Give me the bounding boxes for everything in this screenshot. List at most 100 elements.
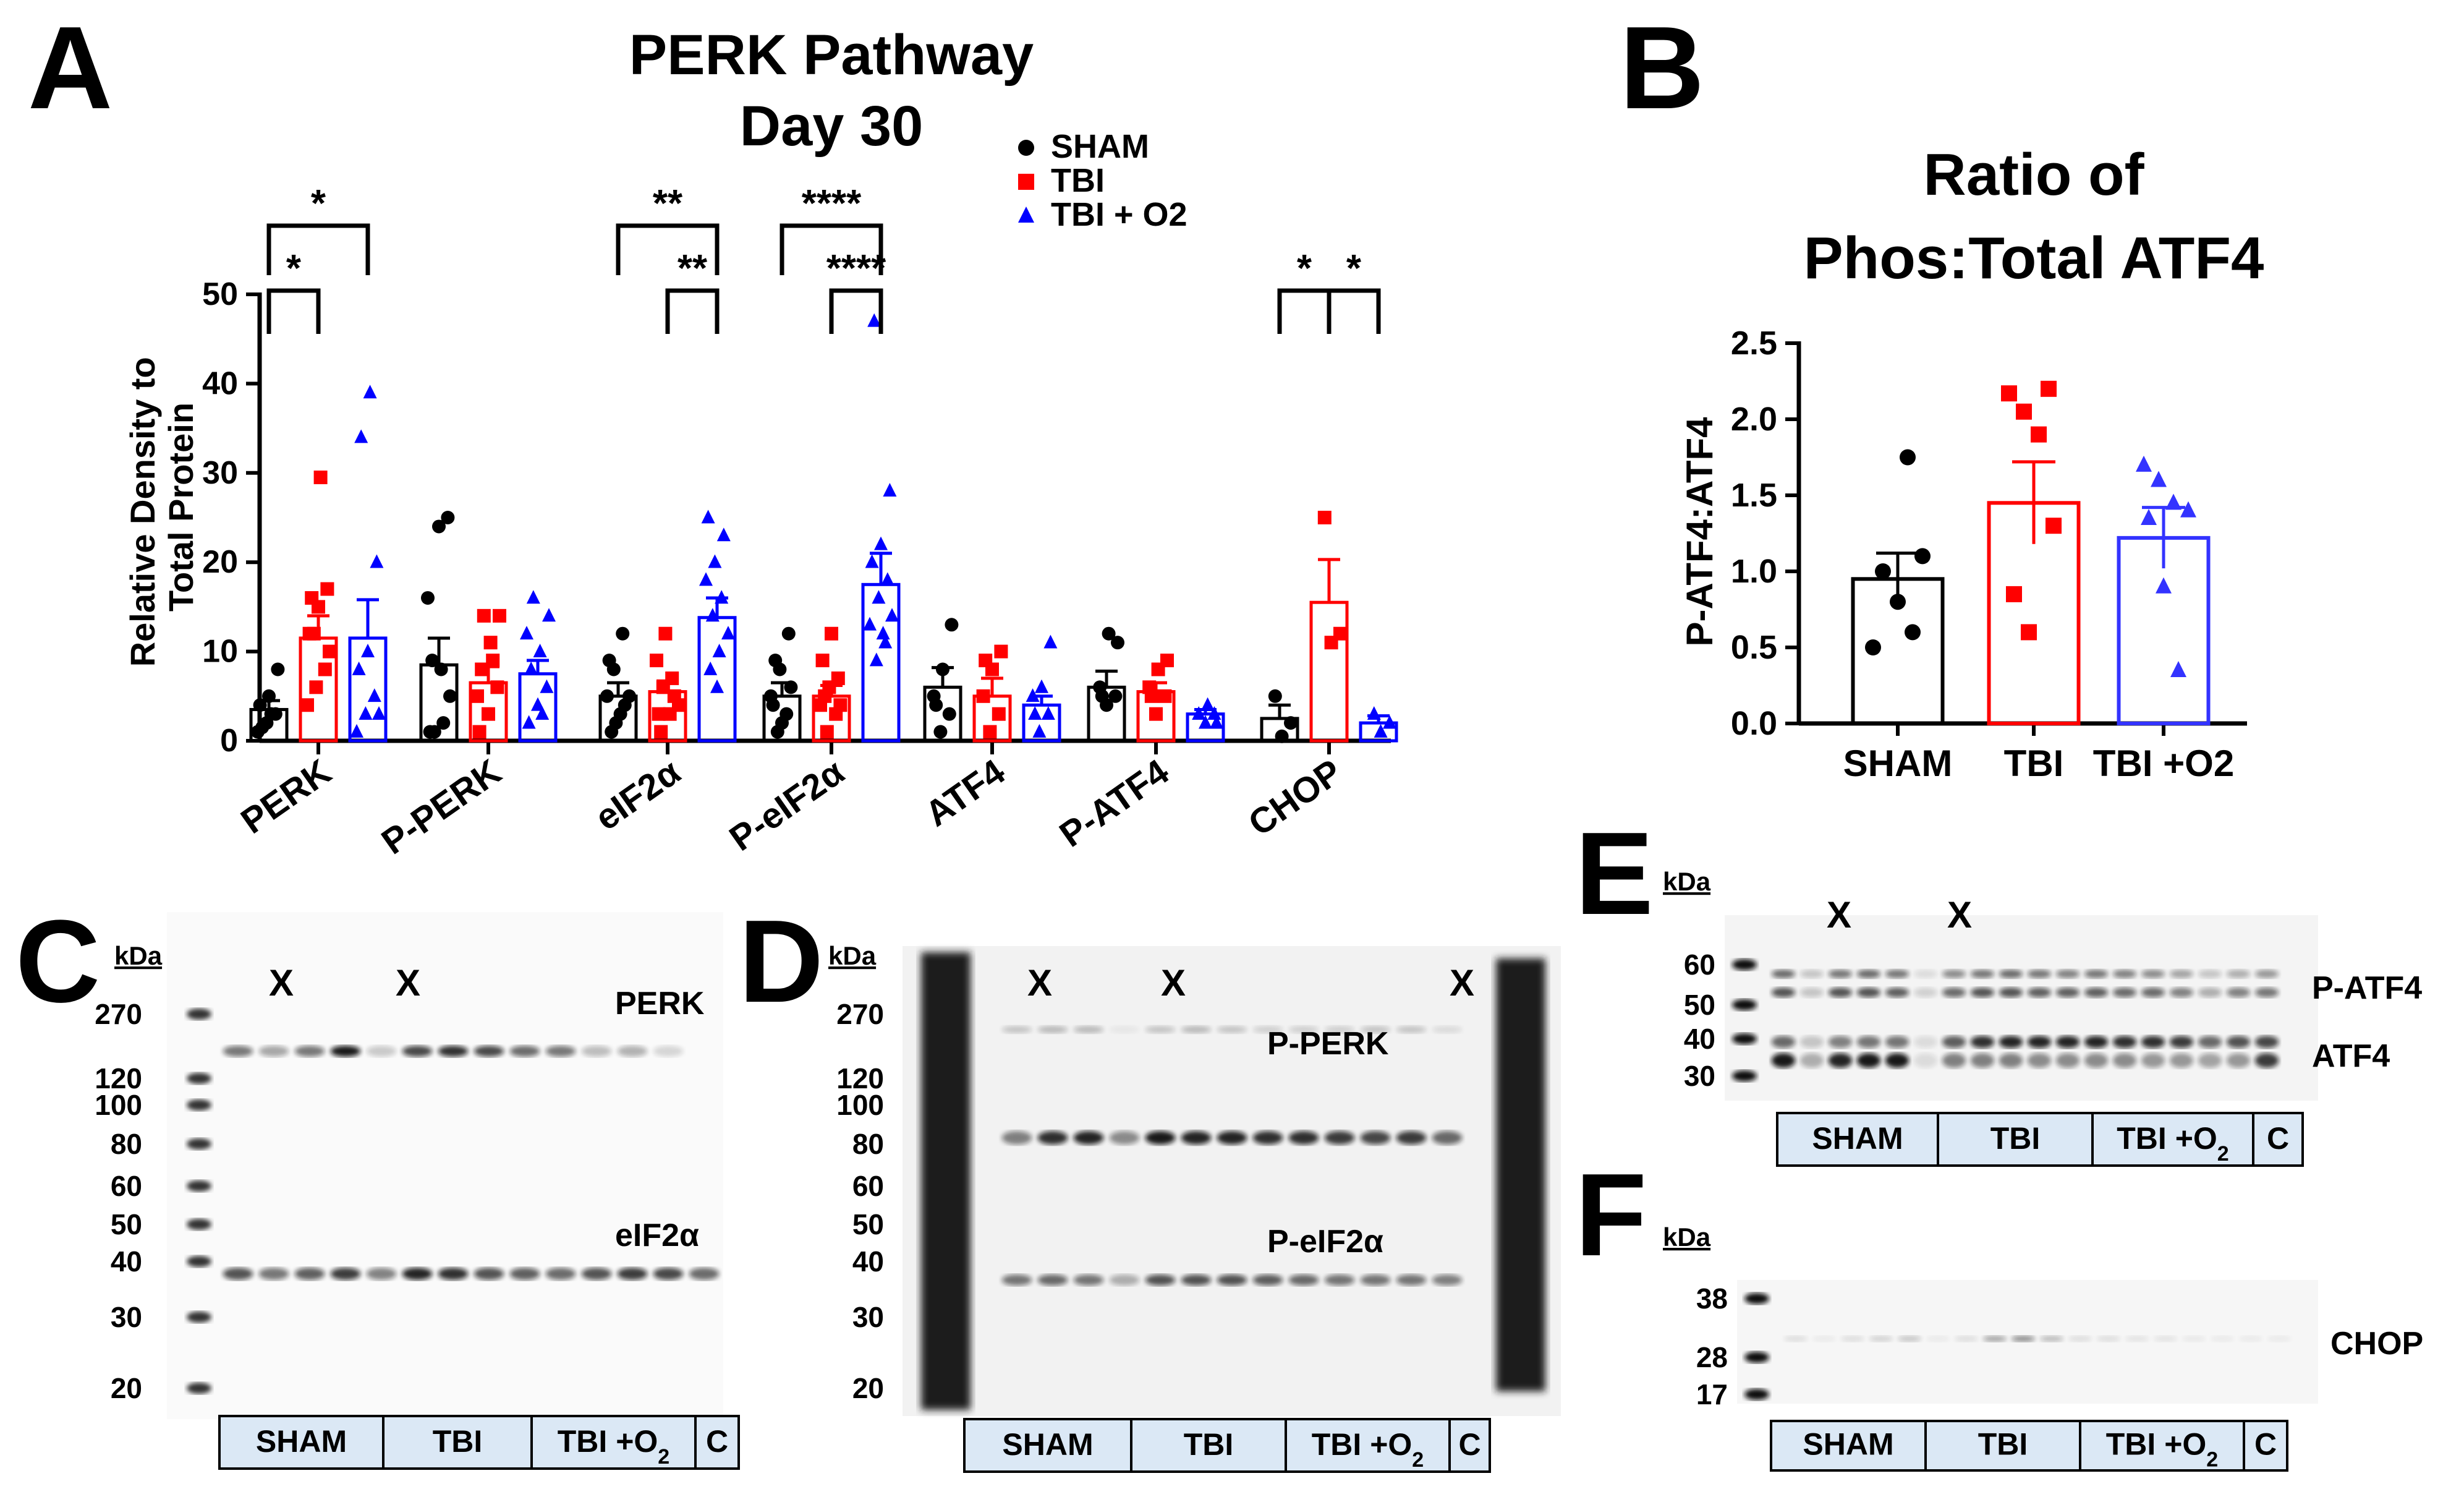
blot-band xyxy=(438,1046,469,1057)
chart-b-ylabel: P-ATF4:ATF4 xyxy=(1679,417,1720,647)
blot-marker-label: 28 xyxy=(1696,1341,1728,1373)
chart-a-legend-label: TBI + O2 xyxy=(1051,196,1187,233)
blot-group-label-text: TBI xyxy=(1184,1427,1234,1462)
blot-marker-label: 30 xyxy=(111,1301,142,1333)
chart-b-point xyxy=(1900,449,1916,466)
blot-group-box xyxy=(530,1415,697,1470)
blot-group-box xyxy=(963,1418,1132,1473)
blot-f-bands xyxy=(1783,1336,2292,1342)
blot-marker-label: 60 xyxy=(852,1170,884,1202)
blot-ladder-band xyxy=(187,1383,211,1394)
chart-a-point xyxy=(1284,716,1298,730)
chart-b-category-label: TBI xyxy=(2004,743,2064,784)
blot-band xyxy=(223,1268,253,1280)
chart-a-point xyxy=(867,313,882,327)
blot-band xyxy=(2169,970,2194,978)
blot-ladder-band xyxy=(187,1219,211,1230)
chart-a-point xyxy=(1111,636,1124,650)
chart-a-ytick-label: 10 xyxy=(202,634,238,670)
blot-band xyxy=(2226,1053,2251,1068)
blot-x-mark: X xyxy=(1450,962,1474,1004)
blot-band xyxy=(1181,1026,1212,1033)
panel-letter-f: F xyxy=(1575,1150,1647,1281)
chart-a-point xyxy=(486,654,500,668)
chart-b-point xyxy=(2156,577,2172,594)
blot-band xyxy=(1970,1036,1995,1048)
blot-band xyxy=(258,1046,289,1057)
chart-a-point xyxy=(524,661,538,675)
blot-marker-label: 38 xyxy=(1696,1282,1728,1315)
blot-ladder-band xyxy=(1744,1389,1769,1400)
blot-band xyxy=(1073,1026,1104,1033)
blot-f: kDa 38 28 17 CHOP SHAM TBI TBI +O2 C xyxy=(1663,1222,2423,1472)
blot-band xyxy=(2198,970,2222,978)
chart-a-point xyxy=(712,643,726,657)
chart-a-category-label: P-ATF4 xyxy=(1052,751,1176,855)
chart-a-point xyxy=(825,626,838,641)
blot-band xyxy=(2084,970,2109,978)
blot-band xyxy=(1799,1036,1824,1048)
chart-a-point xyxy=(1028,706,1042,720)
blot-band xyxy=(1181,1131,1212,1145)
blot-band xyxy=(1982,1336,2007,1342)
blot-group-label-text: TBI +O xyxy=(1312,1427,1413,1462)
chart-a-point xyxy=(658,626,673,641)
chart-a-point xyxy=(600,689,614,703)
blot-marker-label: 120 xyxy=(836,1062,884,1094)
blot-band xyxy=(1897,1336,1922,1342)
blot-band xyxy=(1001,1131,1032,1145)
chart-a-point xyxy=(1041,706,1055,720)
chart-b-ytick-label: 2.0 xyxy=(1731,401,1777,438)
blot-x-mark: X xyxy=(269,962,294,1004)
chart-b-point xyxy=(2006,586,2022,602)
chart-a-category-label: P-PERK xyxy=(375,751,509,862)
blot-band xyxy=(653,1046,684,1057)
blot-band xyxy=(1252,1131,1283,1145)
chart-a-point xyxy=(716,527,731,542)
chart-a-point xyxy=(472,725,486,739)
chart-a-legend-label: SHAM xyxy=(1051,128,1149,165)
blot-group-label-text: SHAM xyxy=(256,1424,347,1459)
blot-e-label-atf4: ATF4 xyxy=(2312,1038,2390,1074)
chart-a-point xyxy=(831,671,845,685)
chart-b-point xyxy=(2001,385,2017,402)
blot-marker-label: 50 xyxy=(1684,989,1715,1021)
blot-group-label-text: TBI xyxy=(433,1424,483,1459)
chart-a-point xyxy=(874,536,888,550)
blot-band xyxy=(1252,1026,1283,1033)
blot-band xyxy=(2141,988,2165,997)
blot-band xyxy=(1360,1131,1391,1145)
blot-group-label-text: TBI +O xyxy=(558,1424,658,1459)
blot-marker-label: 270 xyxy=(95,998,142,1030)
blot-band xyxy=(509,1046,540,1057)
chart-a-point xyxy=(533,643,547,657)
chart-a-point xyxy=(475,662,489,676)
chart-a-point xyxy=(372,706,386,720)
chart-b-point xyxy=(1875,563,1891,579)
chart-a-point xyxy=(1210,715,1223,729)
blot-band xyxy=(1799,1053,1824,1068)
blot-group-box xyxy=(2252,1112,2304,1167)
blot-group-label-text: SHAM xyxy=(1803,1427,1893,1461)
blot-group-label: TBI +O2 xyxy=(2117,1121,2228,1166)
chart-a-point xyxy=(815,654,830,668)
blot-band xyxy=(1217,1026,1247,1033)
chart-b-point xyxy=(2151,471,2167,487)
blot-band xyxy=(2084,988,2109,997)
blot-marker-label: 30 xyxy=(1684,1060,1715,1092)
chart-a-point xyxy=(540,679,554,693)
chart-a-point xyxy=(526,590,540,604)
chart-b-bars xyxy=(1851,380,2211,725)
blot-band xyxy=(2198,988,2222,997)
blot-band xyxy=(1828,970,1853,978)
chart-a-sig-bracket xyxy=(266,223,370,275)
blot-band xyxy=(1970,970,1995,978)
chart-a-point xyxy=(1035,679,1048,693)
chart-a-point xyxy=(264,707,278,721)
blot-ladder-band xyxy=(187,1180,211,1192)
blot-ladder-band xyxy=(187,1138,211,1150)
blot-f-groups: SHAM TBI TBI +O2 C xyxy=(1770,1420,2288,1472)
blot-band xyxy=(1799,988,1824,997)
chart-a-point xyxy=(708,554,722,568)
chart-a-title: PERK Pathway xyxy=(629,23,1034,87)
